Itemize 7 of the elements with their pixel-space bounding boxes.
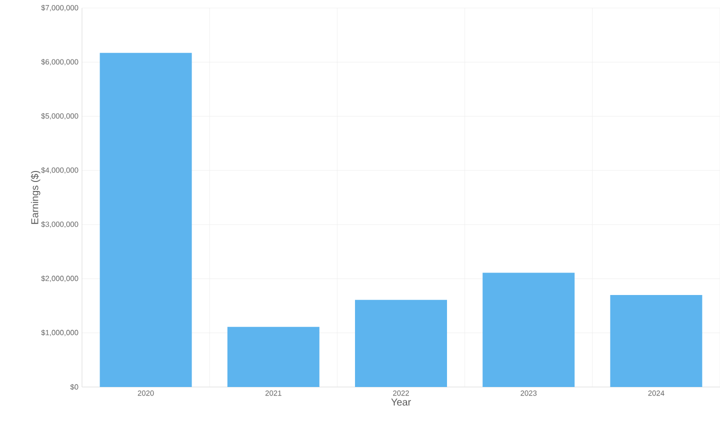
bar: [482, 272, 575, 387]
y-axis-title: Earnings ($): [30, 171, 40, 224]
x-axis-title: Year: [391, 398, 411, 406]
bar: [355, 300, 448, 387]
bar: [610, 294, 702, 387]
bar: [227, 326, 320, 387]
bar: [100, 52, 192, 387]
